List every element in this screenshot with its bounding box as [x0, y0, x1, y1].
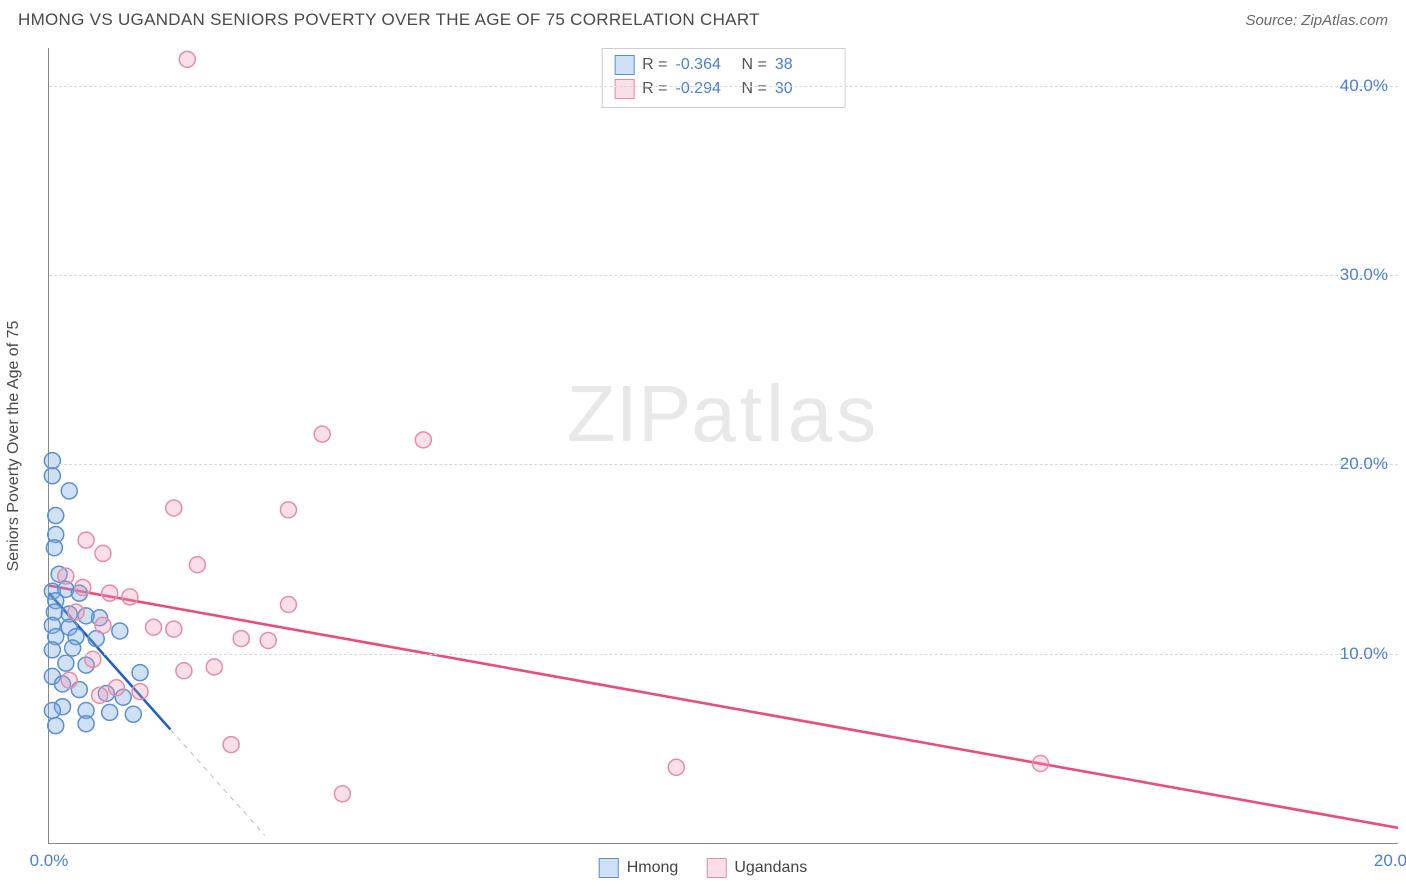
data-point [314, 426, 330, 442]
data-point [1033, 756, 1049, 772]
data-point [75, 579, 91, 595]
gridline [49, 464, 1398, 465]
data-point [280, 597, 296, 613]
data-point [48, 718, 64, 734]
source-attribution: Source: ZipAtlas.com [1245, 12, 1388, 29]
data-point [95, 617, 111, 633]
scatter-svg [49, 48, 1398, 843]
data-point [68, 604, 84, 620]
data-point [189, 557, 205, 573]
data-point [95, 545, 111, 561]
y-tick-label: 10.0% [1340, 644, 1388, 664]
trend-line [49, 586, 1398, 828]
data-point [92, 687, 108, 703]
data-point [46, 540, 62, 556]
legend-label-ugandans: Ugandans [734, 859, 807, 877]
gridline [49, 275, 1398, 276]
swatch-pink [706, 858, 726, 878]
legend-item-ugandans: Ugandans [706, 858, 807, 878]
data-point [48, 508, 64, 524]
data-point [668, 759, 684, 775]
legend-label-hmong: Hmong [627, 859, 679, 877]
x-tick-label: 0.0% [30, 851, 69, 871]
data-point [61, 483, 77, 499]
gridline [49, 654, 1398, 655]
data-point [132, 665, 148, 681]
data-point [61, 672, 77, 688]
data-point [44, 642, 60, 658]
data-point [112, 623, 128, 639]
x-tick-label: 20.0% [1374, 851, 1406, 871]
gridline [49, 86, 1398, 87]
data-point [179, 51, 195, 67]
data-point [280, 502, 296, 518]
data-point [146, 619, 162, 635]
data-point [44, 703, 60, 719]
data-point [176, 663, 192, 679]
data-point [108, 680, 124, 696]
data-point [58, 655, 74, 671]
data-point [102, 585, 118, 601]
data-point [260, 632, 276, 648]
data-point [78, 716, 94, 732]
data-point [125, 706, 141, 722]
data-point [58, 568, 74, 584]
data-point [44, 468, 60, 484]
data-point [44, 453, 60, 469]
data-point [415, 432, 431, 448]
data-point [132, 684, 148, 700]
header: HMONG VS UGANDAN SENIORS POVERTY OVER TH… [0, 0, 1406, 36]
legend-item-hmong: Hmong [599, 858, 679, 878]
chart-plot-area: ZIPatlas R = -0.364 N = 38 R = -0.294 N … [48, 48, 1398, 844]
data-point [102, 704, 118, 720]
swatch-blue [599, 858, 619, 878]
trend-line-extension [170, 729, 264, 835]
y-tick-label: 40.0% [1340, 76, 1388, 96]
data-point [334, 786, 350, 802]
data-point [166, 621, 182, 637]
data-point [78, 532, 94, 548]
bottom-legend: Hmong Ugandans [599, 858, 808, 878]
y-axis-title: Seniors Poverty Over the Age of 75 [5, 321, 23, 572]
data-point [223, 737, 239, 753]
data-point [122, 589, 138, 605]
data-point [166, 500, 182, 516]
data-point [206, 659, 222, 675]
y-tick-label: 20.0% [1340, 454, 1388, 474]
data-point [233, 631, 249, 647]
y-tick-label: 30.0% [1340, 265, 1388, 285]
chart-title: HMONG VS UGANDAN SENIORS POVERTY OVER TH… [18, 10, 760, 30]
